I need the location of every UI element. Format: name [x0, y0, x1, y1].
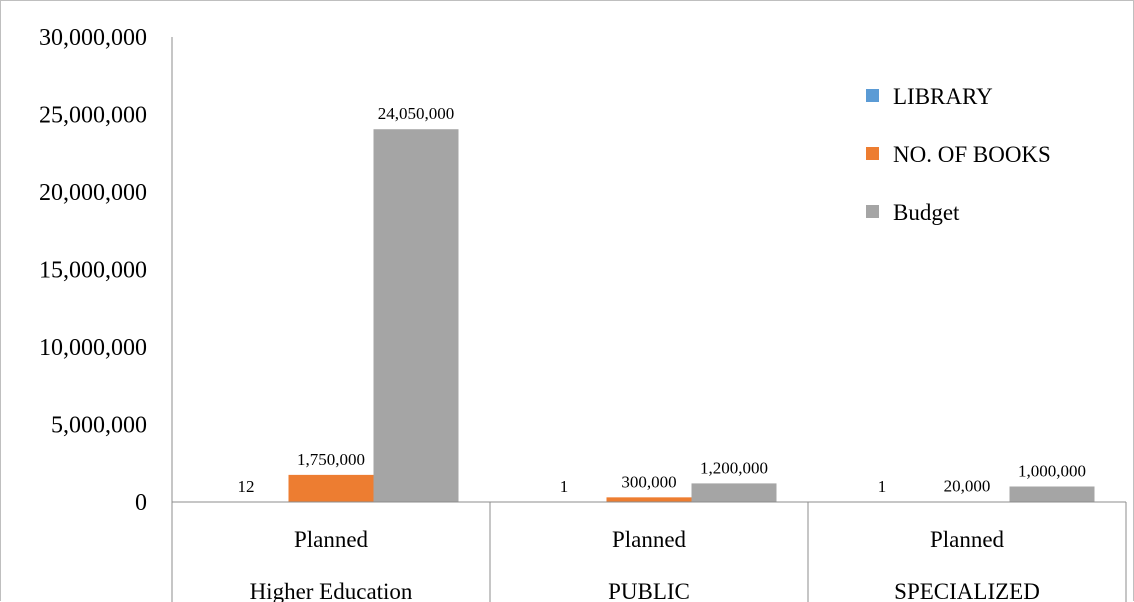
- bar-no-of-books: [606, 497, 692, 502]
- category-label-level1: Planned: [294, 527, 369, 552]
- data-label: 1,200,000: [700, 458, 768, 477]
- y-tick-label: 10,000,000: [39, 335, 147, 361]
- data-label: 1,750,000: [297, 450, 365, 469]
- data-label: 20,000: [944, 477, 991, 496]
- category-label-level1: Planned: [930, 527, 1005, 552]
- y-tick-label: 15,000,000: [39, 258, 147, 284]
- y-tick-label: 25,000,000: [39, 103, 147, 129]
- y-tick-label: 5,000,000: [51, 413, 147, 439]
- bar-no-of-books: [288, 474, 374, 502]
- bar-budget: [691, 483, 777, 502]
- legend-label: LIBRARY: [893, 84, 993, 109]
- x-axis: Planned Higher Education Planned PUBLIC Plan…: [171, 501, 1127, 602]
- bar-budget: [373, 129, 459, 502]
- data-label: 1: [560, 477, 569, 496]
- plot-area: 12 1 1 1,750,000 300,000 20,000 24,050,000 1,20…: [203, 104, 1095, 502]
- legend-swatch: [866, 147, 879, 160]
- category-label-level1: Planned: [612, 527, 687, 552]
- y-tick-label: 30,000,000: [39, 25, 147, 51]
- legend: LIBRARY NO. OF BOOKS Budget: [866, 84, 1051, 225]
- y-tick-label: 20,000,000: [39, 180, 147, 206]
- category-label-level2: PUBLIC: [608, 579, 690, 602]
- data-label: 24,050,000: [378, 104, 455, 123]
- category-label-level2: SPECIALIZED: [894, 579, 1040, 602]
- data-label: 300,000: [621, 472, 676, 491]
- y-tick-label: 0: [135, 490, 147, 516]
- data-label: 1,000,000: [1018, 462, 1086, 481]
- y-axis: 0 5,000,000 10,000,000 15,000,000 20,000,000…: [39, 25, 173, 516]
- bar-budget: [1009, 486, 1095, 502]
- legend-label: Budget: [893, 200, 960, 225]
- legend-swatch: [866, 89, 879, 102]
- data-label: 12: [238, 477, 255, 496]
- legend-label: NO. OF BOOKS: [893, 142, 1051, 167]
- category-label-level2: Higher Education: [250, 579, 413, 602]
- data-label: 1: [878, 477, 887, 496]
- legend-swatch: [866, 205, 879, 218]
